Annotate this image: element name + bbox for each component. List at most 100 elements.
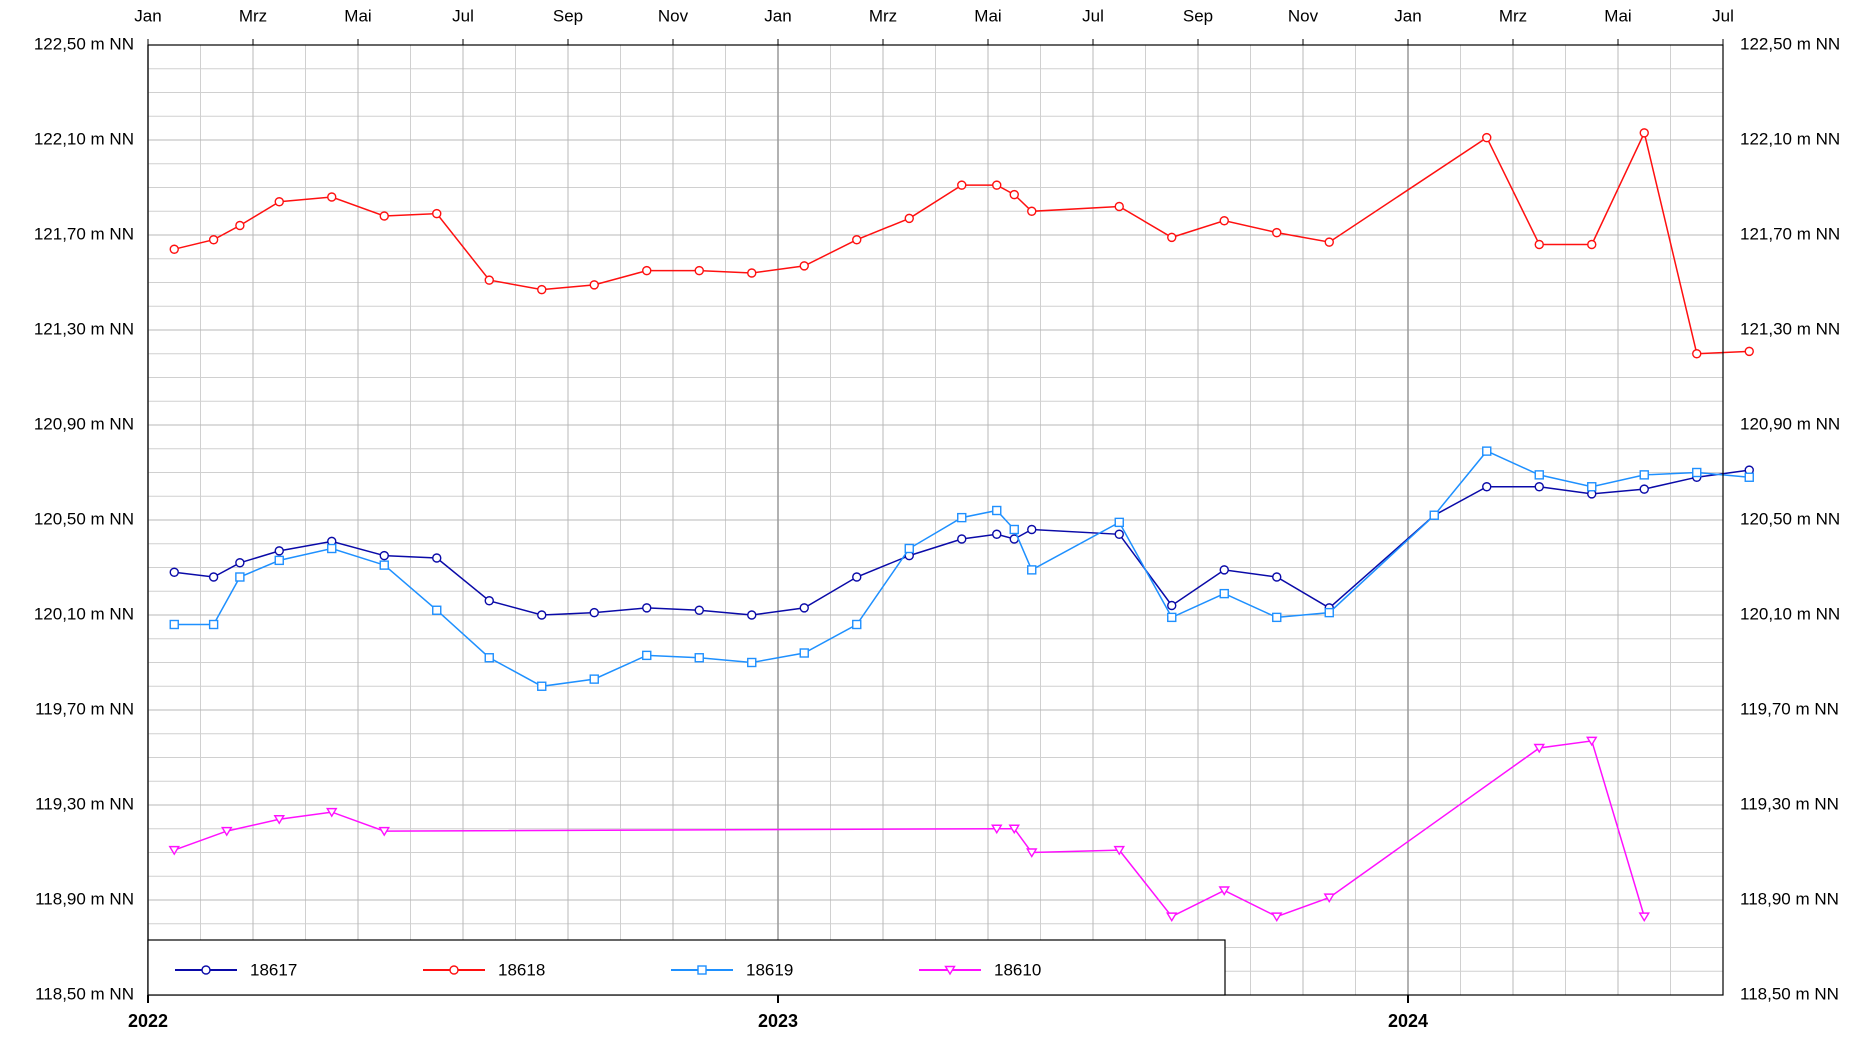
marker [1008,824,1020,835]
marker [1638,912,1650,922]
x-tick-label: Jan [764,6,791,25]
marker [1587,239,1597,250]
marker [642,265,652,276]
y-tick-label: 119,70 m NN [35,699,134,718]
marker [484,653,494,663]
marker [694,605,704,615]
x-tick-label: Mai [344,6,371,25]
y-tick-label: 122,50 m NN [34,34,134,53]
y2-tick-label: 118,90 m NN [1740,889,1839,908]
y-tick-label: 120,10 m NN [34,604,134,623]
marker [1114,201,1124,212]
marker [379,211,389,221]
marker [992,529,1002,539]
marker [799,603,809,613]
y2-tick-label: 119,30 m NN [1740,794,1839,813]
series-line [174,469,1750,616]
marker [235,220,245,231]
marker [852,572,862,582]
marker [537,284,547,295]
marker [432,605,442,615]
marker [1009,524,1019,535]
year-label: 2023 [758,1011,798,1031]
marker [1009,189,1019,200]
x-tick-label: Mrz [1499,6,1527,25]
marker [1533,743,1545,754]
marker [992,505,1002,516]
marker [1324,607,1334,618]
year-label: 2022 [128,1011,168,1031]
marker [1166,912,1178,922]
marker [904,213,914,224]
marker [1429,510,1439,520]
marker [1534,239,1544,250]
year-label: 2024 [1388,1011,1428,1031]
marker [957,180,967,190]
x-tick-label: Mai [974,6,1001,25]
marker [208,619,219,630]
x-tick-label: Sep [1183,6,1213,25]
marker [168,845,180,856]
marker [642,603,652,613]
y-tick-label: 121,30 m NN [34,319,134,338]
marker [1167,612,1177,623]
marker [747,610,757,620]
x-tick-label: Nov [658,6,689,25]
marker [1218,886,1230,896]
marker [589,674,599,684]
legend-label: 18619 [746,960,793,979]
marker [273,815,285,825]
y2-tick-label: 122,10 m NN [1740,129,1840,148]
series-line [174,450,1750,688]
marker [1027,524,1037,535]
marker [992,180,1002,190]
marker [274,197,284,207]
x-tick-label: Jan [1394,6,1421,25]
x-tick-label: Mrz [869,6,897,25]
legend-marker [201,965,211,975]
marker [432,208,442,219]
legend-box [147,939,1226,996]
y-tick-label: 119,30 m NN [35,794,134,813]
series-line [174,740,1646,918]
y2-tick-label: 122,50 m NN [1740,34,1840,53]
y2-tick-label: 118,50 m NN [1740,984,1839,1003]
marker [379,560,389,570]
marker [235,572,245,582]
legend-marker [944,965,956,976]
x-tick-label: Jul [1712,6,1734,25]
marker [169,619,179,630]
marker [208,572,219,582]
marker [1167,600,1177,611]
marker [378,826,390,837]
legend-marker [697,965,707,975]
marker [1482,132,1492,143]
grid [147,39,1724,1003]
marker [1272,572,1282,582]
marker [208,235,219,245]
marker [484,275,494,285]
y-tick-label: 120,90 m NN [34,414,134,433]
marker [642,650,652,661]
marker [1534,470,1544,480]
marker [694,653,704,663]
marker [1219,565,1229,575]
marker [327,192,337,202]
marker [1639,128,1649,138]
marker [1219,588,1229,599]
y2-tick-label: 119,70 m NN [1740,699,1839,718]
y2-tick-label: 120,90 m NN [1740,414,1840,433]
marker [852,235,862,245]
x-tick-label: Nov [1288,6,1319,25]
marker [274,555,284,566]
x-tick-label: Mai [1604,6,1631,25]
x-tick-label: Jul [452,6,474,25]
legend-label: 18617 [250,960,297,979]
marker [169,244,179,254]
marker [1027,565,1037,575]
y-tick-label: 118,50 m NN [35,984,134,1003]
marker [747,657,757,668]
y-tick-label: 120,50 m NN [34,509,134,528]
x-tick-label: Jan [134,6,161,25]
marker [379,550,389,561]
